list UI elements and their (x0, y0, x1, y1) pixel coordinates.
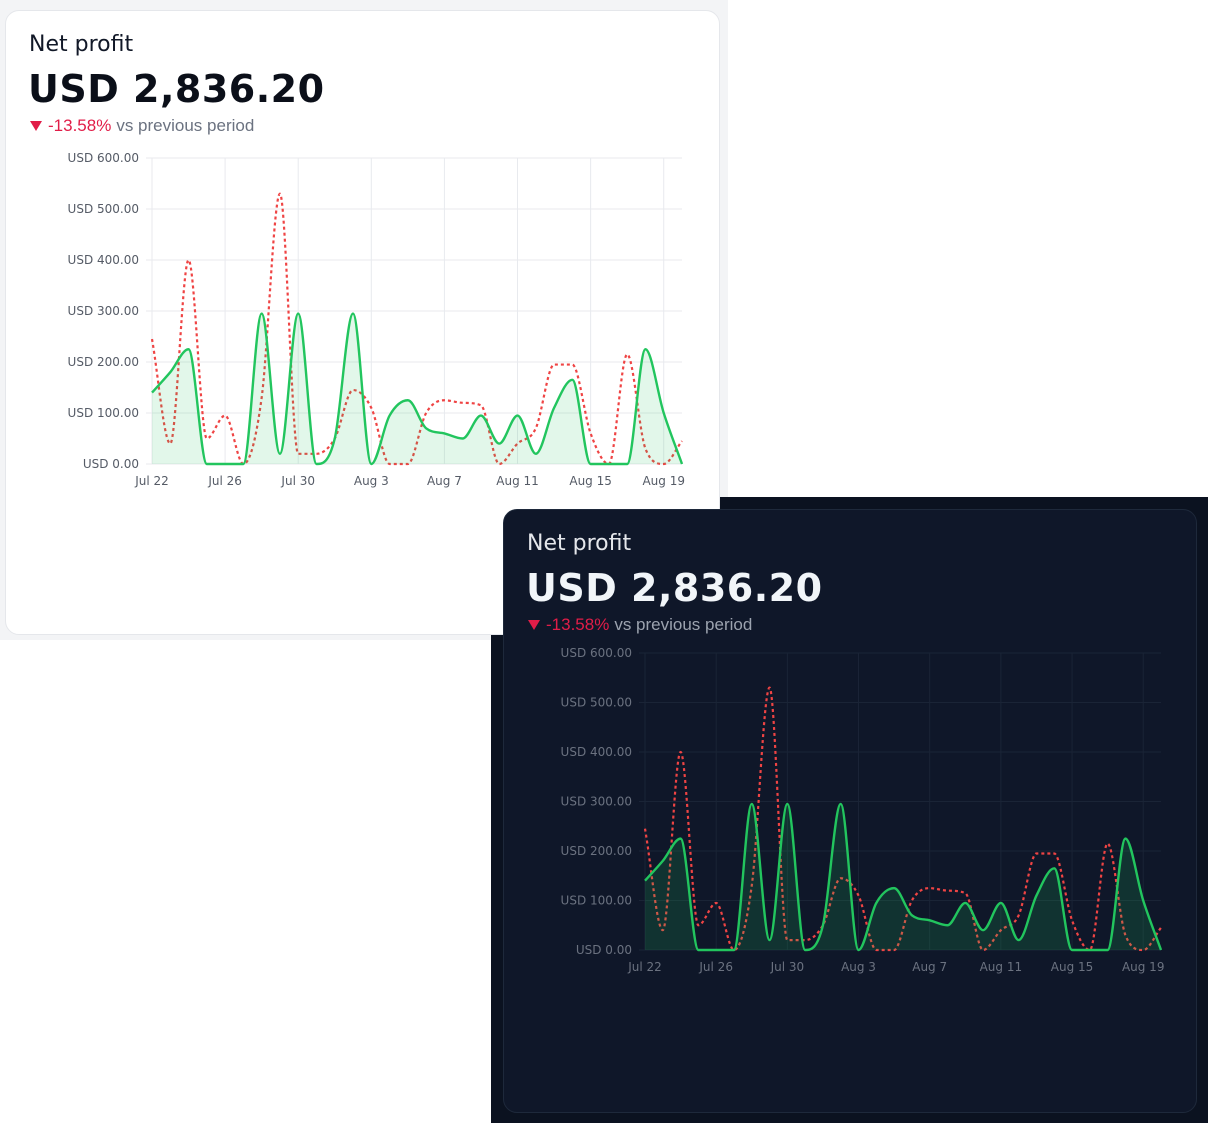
card-value: USD 2,836.20 (28, 67, 325, 111)
y-tick-label: USD 100.00 (68, 406, 139, 420)
series-area (645, 803, 1161, 950)
card: USD 0.00 USD 100.00 USD 200.00 USD 300.00 US… (503, 509, 1197, 1113)
x-tick-label: Aug 7 (912, 960, 947, 974)
series-line (643, 686, 1162, 952)
x-tick-label: Aug 15 (569, 474, 612, 488)
y-tick-label: USD 200.00 (561, 844, 632, 858)
y-tick-label: USD 500.00 (68, 202, 139, 216)
y-tick-label: USD 300.00 (561, 795, 632, 809)
card-title: Net profit (527, 531, 632, 556)
series-line (150, 192, 683, 466)
x-tick-label: Aug 11 (496, 474, 539, 488)
x-tick-label: Aug 19 (642, 474, 685, 488)
x-tick-label: Aug 19 (1122, 960, 1165, 974)
change-note: vs previous period (116, 116, 255, 135)
down-arrow (30, 121, 42, 131)
card-title: Net profit (29, 32, 134, 57)
series-area (152, 313, 682, 464)
x-tick-label: Aug 15 (1051, 960, 1094, 974)
change-note: vs previous period (614, 615, 753, 634)
y-tick-label: USD 600.00 (68, 151, 139, 165)
x-tick-label: Aug 7 (427, 474, 462, 488)
chart: USD 0.00 USD 100.00 USD 200.00 USD 300.00 US… (68, 151, 685, 488)
y-tick-label: USD 100.00 (561, 894, 632, 908)
y-tick-label: USD 400.00 (68, 253, 139, 267)
y-tick-label: USD 0.00 (83, 457, 139, 471)
change-row: -13.58% vs previous period (29, 116, 254, 136)
series-line (644, 802, 1163, 952)
series-line (151, 312, 684, 466)
change-percent: -13.58% (48, 116, 112, 135)
change-percent: -13.58% (546, 615, 610, 634)
y-tick-label: USD 400.00 (561, 745, 632, 759)
y-tick-label: USD 300.00 (68, 304, 139, 318)
x-tick-label: Jul 26 (698, 960, 733, 974)
x-tick-label: Aug 3 (354, 474, 389, 488)
x-tick-label: Jul 30 (280, 474, 315, 488)
card-value: USD 2,836.20 (526, 566, 823, 610)
x-tick-label: Jul 22 (134, 474, 169, 488)
y-tick-label: USD 500.00 (561, 696, 632, 710)
x-tick-label: Jul 30 (770, 960, 805, 974)
chart: USD 0.00 USD 100.00 USD 200.00 USD 300.00 US… (561, 646, 1165, 974)
y-tick-label: USD 0.00 (576, 943, 632, 957)
x-tick-label: Jul 26 (207, 474, 242, 488)
x-tick-label: Aug 3 (841, 960, 876, 974)
x-tick-label: Jul 22 (627, 960, 662, 974)
x-tick-label: Aug 11 (980, 960, 1023, 974)
y-tick-label: USD 600.00 (561, 646, 632, 660)
y-tick-label: USD 200.00 (68, 355, 139, 369)
change-row: -13.58% vs previous period (527, 615, 752, 635)
down-arrow (528, 620, 540, 630)
